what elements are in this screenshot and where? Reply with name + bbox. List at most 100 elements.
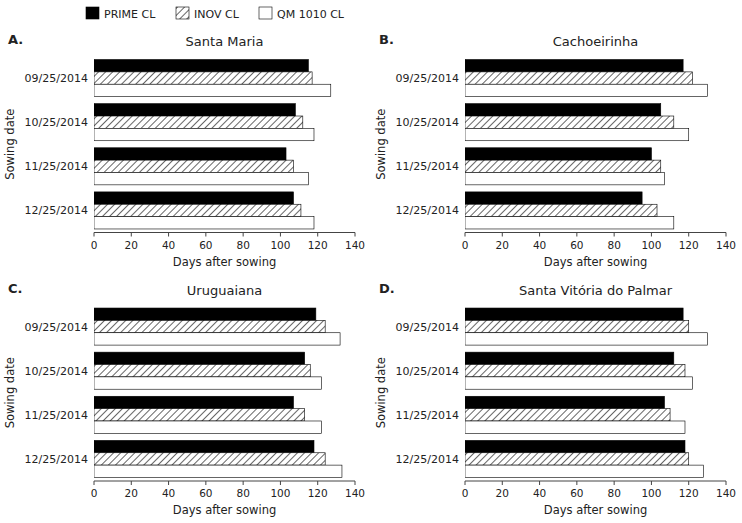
bar — [94, 204, 301, 216]
bar — [94, 365, 310, 377]
bar — [465, 128, 689, 140]
x-tick — [94, 481, 95, 485]
x-tick — [614, 233, 615, 237]
x-tick — [539, 481, 540, 485]
bar — [94, 172, 308, 184]
y-tick-label: 09/25/2014 — [396, 72, 459, 85]
page: {"chart_data": [ {"type": "bar", "orient… — [0, 0, 742, 523]
panel-label: B. — [379, 32, 394, 47]
x-tick — [726, 481, 727, 485]
y-tick-label: 10/25/2014 — [396, 365, 459, 378]
x-tick-label: 80 — [607, 239, 620, 251]
x-tick-label: 140 — [345, 239, 365, 251]
y-tick-label: 09/25/2014 — [25, 72, 88, 85]
bar — [94, 453, 325, 465]
x-tick — [317, 481, 318, 485]
y-tick-label: 11/25/2014 — [396, 409, 459, 422]
legend-swatch — [176, 7, 189, 19]
y-axis-label: Sowing date — [3, 109, 17, 180]
x-tick — [576, 481, 577, 485]
y-tick-label: 10/25/2014 — [396, 116, 459, 129]
bar — [94, 409, 305, 421]
legend-label: PRIME CL — [104, 8, 156, 21]
bar — [94, 192, 293, 204]
x-tick-label: 40 — [533, 239, 546, 251]
x-tick-label: 80 — [236, 239, 249, 251]
x-tick — [94, 233, 95, 237]
bar — [465, 440, 685, 452]
legend-label: INOV CL — [194, 8, 240, 21]
y-tick-label: 11/25/2014 — [25, 409, 88, 422]
x-axis-line — [94, 481, 355, 482]
x-tick-label: 80 — [236, 487, 249, 499]
bar — [94, 333, 340, 345]
bar — [465, 352, 674, 364]
panel: D.Santa Vitória do Palmar09/25/201410/25… — [374, 281, 736, 518]
y-axis-label: Sowing date — [3, 357, 17, 428]
x-tick-label: 100 — [270, 487, 290, 499]
x-tick — [280, 481, 281, 485]
y-axis-label: Sowing date — [374, 109, 388, 180]
x-tick-label: 20 — [125, 239, 138, 251]
x-axis-line — [465, 232, 726, 233]
x-tick — [465, 233, 466, 237]
bar — [465, 421, 685, 433]
bar — [94, 421, 321, 433]
title: Uruguaiana — [187, 283, 262, 298]
y-tick-label: 10/25/2014 — [25, 365, 88, 378]
x-tick-label: 120 — [308, 239, 328, 251]
x-tick — [688, 233, 689, 237]
y-tick-label: 12/25/2014 — [396, 204, 459, 217]
x-tick-label: 120 — [308, 487, 328, 499]
bar — [465, 84, 707, 96]
bar — [94, 128, 314, 140]
panel: C.Uruguaiana09/25/201410/25/201411/25/20… — [3, 281, 365, 518]
legend-label: QM 1010 CL — [277, 8, 345, 21]
x-tick-label: 20 — [496, 487, 509, 499]
x-tick — [243, 481, 244, 485]
bar — [465, 465, 704, 477]
bar — [465, 308, 683, 320]
title: Santa Maria — [186, 34, 264, 49]
x-tick-label: 100 — [641, 239, 661, 251]
bars — [94, 60, 331, 229]
bar — [94, 72, 312, 84]
x-tick-label: 0 — [462, 239, 469, 251]
x-axis-label: Days after sowing — [544, 503, 647, 517]
bar — [465, 104, 661, 116]
bar — [94, 148, 286, 160]
x-tick-label: 140 — [716, 487, 736, 499]
x-axis-label: Days after sowing — [544, 255, 647, 269]
x-tick — [502, 233, 503, 237]
bar — [94, 217, 314, 229]
bar — [94, 396, 293, 408]
bar — [465, 148, 651, 160]
bar — [465, 377, 692, 389]
y-tick-label: 10/25/2014 — [25, 116, 88, 129]
panel-label: A. — [8, 32, 23, 47]
y-tick-label: 11/25/2014 — [396, 160, 459, 173]
bar — [465, 116, 674, 128]
bar — [94, 116, 303, 128]
bar — [465, 409, 670, 421]
bar — [94, 104, 295, 116]
y-tick-label: 12/25/2014 — [396, 453, 459, 466]
x-tick-label: 60 — [199, 487, 212, 499]
x-tick — [355, 233, 356, 237]
x-tick — [243, 233, 244, 237]
title: Cachoeirinha — [553, 34, 638, 49]
x-tick-label: 0 — [91, 487, 98, 499]
bar — [94, 320, 325, 332]
x-axis-label: Days after sowing — [173, 503, 276, 517]
y-tick-label: 11/25/2014 — [25, 160, 88, 173]
x-tick-label: 100 — [270, 239, 290, 251]
x-tick — [651, 233, 652, 237]
x-axis-line — [94, 232, 355, 233]
bar — [94, 377, 321, 389]
x-tick — [131, 481, 132, 485]
bar — [94, 160, 293, 172]
bar — [465, 192, 642, 204]
x-tick — [355, 481, 356, 485]
x-tick — [205, 481, 206, 485]
x-tick — [576, 233, 577, 237]
